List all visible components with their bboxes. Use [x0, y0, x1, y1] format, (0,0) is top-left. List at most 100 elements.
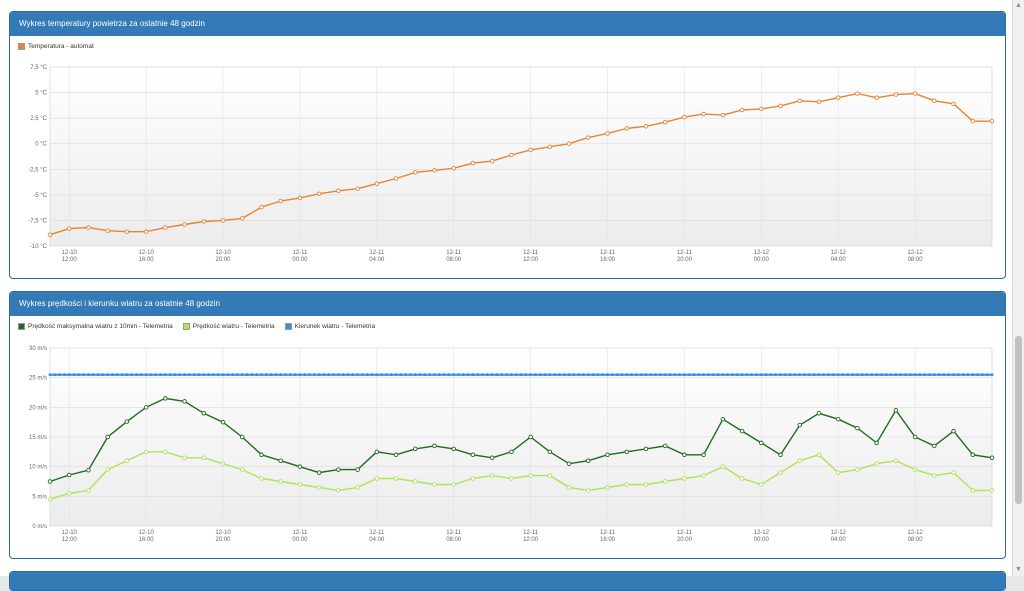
legend-label-wind-speed: Prędkość wiatru - Telemetria — [192, 323, 275, 330]
wind-series-2-point — [279, 373, 283, 377]
temp-series-0-point — [720, 112, 726, 118]
wind-series-2-point — [778, 373, 783, 377]
wind-series-2-point — [384, 373, 388, 377]
wind-series-2-point — [413, 373, 417, 377]
wind-series-2-point — [721, 373, 725, 377]
wind-series-2-point — [971, 373, 975, 377]
wind-series-1-point — [893, 458, 899, 463]
wind-x-tick-date: 12-12 — [754, 530, 770, 536]
wind-series-2-point — [663, 373, 667, 377]
legend-item-wind-max[interactable]: Prędkość maksymalna wiatru z 10min - Tel… — [18, 323, 173, 330]
wind-series-0-point — [951, 428, 956, 434]
wind-series-0-point — [239, 434, 245, 440]
wind-series-2-point — [77, 373, 81, 377]
wind-series-2-point — [519, 373, 523, 377]
temp-x-tick-time: 00:00 — [292, 257, 308, 263]
wind-series-1-point — [682, 476, 687, 481]
wind-series-1-point — [816, 452, 822, 458]
wind-series-2-point — [370, 373, 374, 377]
wind-series-2-point — [53, 373, 57, 377]
temp-series-0-point — [355, 186, 360, 191]
temp-x-tick-time: 04:00 — [369, 257, 385, 263]
wind-series-2-point — [879, 373, 884, 377]
wind-series-0-point — [528, 434, 533, 440]
wind-series-2-point — [716, 373, 720, 377]
wind-series-0-point — [682, 452, 687, 458]
temp-x-tick-time: 16:00 — [139, 257, 155, 263]
temp-series-0-point — [259, 204, 264, 210]
wind-series-0-point — [393, 452, 399, 458]
wind-series-2-point — [740, 373, 744, 377]
wind-series-2-point — [529, 373, 533, 377]
temp-series-0-point — [816, 99, 822, 105]
scroll-up-arrow-icon[interactable]: ▲ — [1015, 2, 1022, 9]
wind-series-0-point — [970, 452, 976, 458]
wind-x-tick-date: 12-11 — [292, 530, 308, 536]
wind-series-2-point — [678, 373, 682, 377]
wind-series-2-point — [332, 373, 336, 377]
wind-series-2-point — [72, 373, 76, 377]
wind-x-tick-time: 08:00 — [446, 537, 462, 543]
wind-series-2-point — [360, 373, 364, 377]
vertical-scrollbar[interactable]: ▲ ▼ — [1012, 0, 1024, 576]
wind-series-1-point — [413, 479, 418, 484]
wind-series-1-point — [143, 449, 149, 455]
scroll-down-arrow-icon[interactable]: ▼ — [1015, 566, 1022, 573]
wind-series-2-point — [836, 373, 840, 377]
wind-series-0-point — [163, 396, 168, 401]
wind-series-2-point — [408, 373, 413, 377]
wind-y-tick-label: 30 m/s — [29, 346, 47, 352]
wind-series-2-point — [509, 373, 513, 377]
wind-series-1-point — [509, 476, 514, 481]
wind-series-2-point — [134, 373, 139, 377]
wind-series-2-point — [336, 373, 340, 377]
wind-series-2-point — [769, 373, 773, 377]
legend-swatch-wind-speed — [182, 323, 190, 330]
temp-x-tick-time: 16:00 — [600, 257, 616, 263]
temp-series-0-point — [316, 191, 322, 197]
wind-series-2-point — [183, 373, 187, 377]
temp-series-0-point — [413, 170, 418, 175]
wind-series-2-point — [293, 373, 297, 377]
wind-series-1-point — [835, 470, 841, 475]
scrollbar-thumb[interactable] — [1015, 336, 1022, 504]
wind-series-0-point — [912, 434, 918, 440]
wind-series-2-point — [158, 373, 163, 377]
wind-series-2-point — [687, 373, 691, 377]
temp-series-0-point — [662, 119, 668, 125]
wind-series-2-point — [538, 373, 542, 377]
wind-series-2-point — [562, 373, 566, 377]
wind-series-2-point — [495, 373, 499, 377]
wind-series-2-point — [303, 373, 307, 377]
temp-x-tick-date: 12-11 — [600, 250, 616, 256]
wind-series-0-point — [201, 411, 207, 416]
wind-x-tick-time: 08:00 — [908, 537, 924, 543]
temp-series-0-point — [912, 91, 918, 96]
wind-series-2-point — [351, 373, 355, 377]
wind-series-2-point — [255, 373, 259, 377]
wind-series-1-point — [201, 455, 207, 461]
wind-series-1-point — [336, 488, 341, 493]
wind-series-2-point — [91, 373, 95, 377]
temp-series-0-point — [797, 98, 803, 104]
legend-item-temperature[interactable]: Temperatura - automat — [18, 43, 94, 50]
wind-series-0-point — [259, 452, 264, 458]
wind-series-2-point — [706, 373, 710, 377]
wind-series-2-point — [831, 373, 835, 377]
wind-series-2-point — [884, 373, 888, 377]
wind-series-1-point — [759, 482, 764, 487]
wind-series-2-point — [240, 373, 244, 377]
legend-item-wind-direction[interactable]: Kierunek wiatru - Telemetria — [284, 323, 375, 330]
temp-series-0-point — [451, 166, 456, 171]
wind-series-0-point — [489, 455, 495, 461]
wind-x-tick-date: 12-11 — [369, 530, 385, 536]
wind-series-2-point — [187, 373, 191, 377]
wind-series-1-point — [451, 482, 456, 487]
wind-series-2-point — [644, 373, 648, 377]
legend-item-wind-speed[interactable]: Prędkość wiatru - Telemetria — [182, 323, 275, 330]
wind-series-2-point — [980, 373, 984, 377]
wind-series-2-point — [471, 373, 475, 377]
temp-y-tick-label: -2,5 °C — [28, 167, 47, 173]
wind-series-2-point — [610, 373, 614, 377]
wind-series-1-point — [912, 467, 918, 472]
